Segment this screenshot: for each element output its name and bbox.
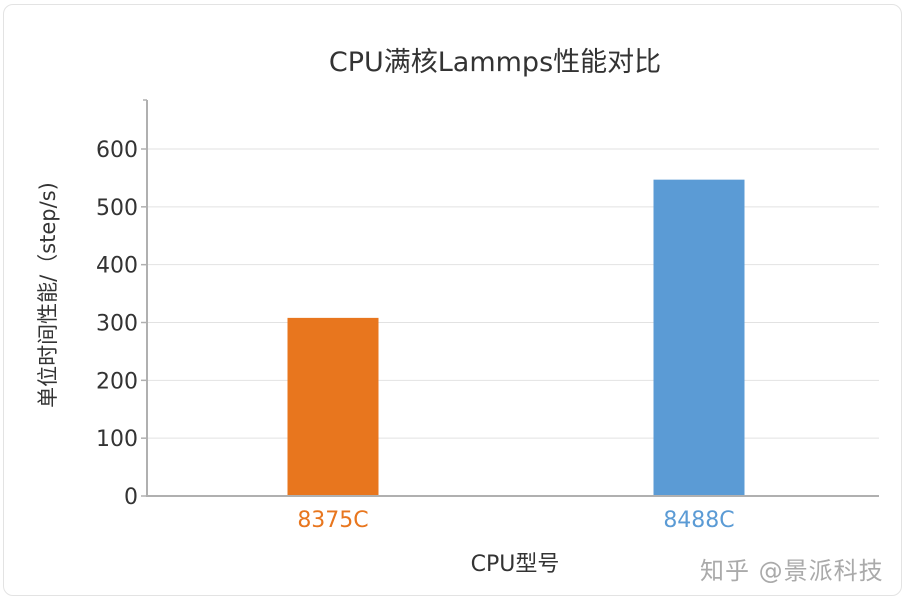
bar-8488C (653, 179, 745, 496)
y-tick-label: 600 (96, 138, 138, 163)
y-tick-label: 0 (124, 485, 138, 510)
watermark: 知乎 @景派科技 (700, 557, 884, 585)
x-category-label: 8375C (297, 508, 368, 533)
x-category-label: 8488C (663, 508, 734, 533)
y-tick-label: 100 (96, 427, 138, 452)
y-tick-label: 200 (96, 369, 138, 394)
x-axis-label: CPU型号 (470, 552, 560, 577)
bar-8375C (287, 317, 379, 496)
chart-frame (3, 4, 902, 596)
y-tick-label: 300 (96, 312, 138, 337)
y-tick-label: 500 (96, 196, 138, 221)
y-tick-label: 400 (96, 254, 138, 279)
chart-title: CPU满核Lammps性能对比 (328, 47, 662, 78)
